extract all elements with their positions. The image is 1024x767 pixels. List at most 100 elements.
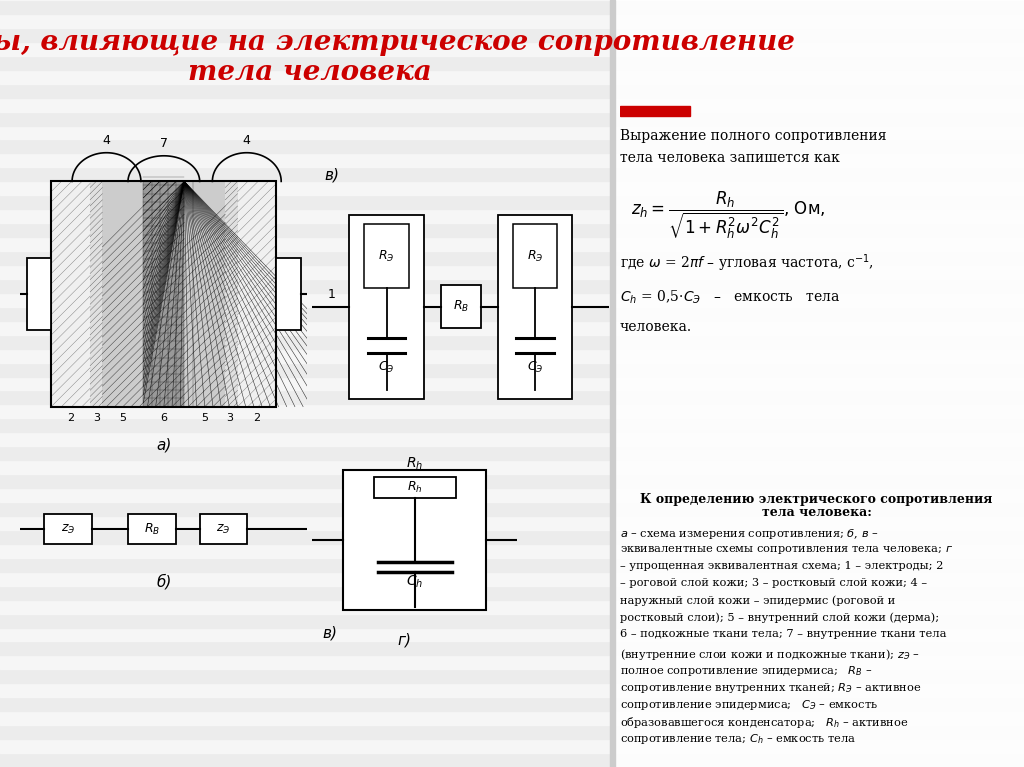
- Text: 5: 5: [120, 413, 126, 423]
- Text: – роговой слой кожи; 3 – ростковый слой кожи; 4 –: – роговой слой кожи; 3 – ростковый слой …: [620, 578, 927, 588]
- Text: эквивалентные схемы сопротивления тела человека; $г$: эквивалентные схемы сопротивления тела ч…: [620, 544, 952, 556]
- Text: К определению электрического сопротивления: К определению электрического сопротивлен…: [640, 492, 993, 505]
- Text: сопротивление тела; $C_h$ – емкость тела: сопротивление тела; $C_h$ – емкость тела: [620, 732, 856, 746]
- Bar: [513, 224, 557, 288]
- Bar: [27, 258, 51, 330]
- Bar: [0, 237, 1024, 251]
- Text: Выражение полного сопротивления: Выражение полного сопротивления: [620, 129, 886, 143]
- Text: $R_В$: $R_В$: [453, 299, 469, 314]
- Text: сопротивление эпидермиса;   $C_Э$ – емкость: сопротивление эпидермиса; $C_Э$ – емкост…: [620, 698, 878, 712]
- Bar: [0, 711, 1024, 725]
- Bar: [0, 307, 1024, 321]
- Text: $z_h = \dfrac{R_h}{\sqrt{1+R_h^2\omega^2C_h^2}}$, Ом,: $z_h = \dfrac{R_h}{\sqrt{1+R_h^2\omega^2…: [632, 189, 825, 241]
- Text: $R_Э$: $R_Э$: [526, 249, 544, 264]
- Bar: [0, 460, 1024, 474]
- Bar: [51, 181, 90, 407]
- Bar: [44, 515, 92, 545]
- Bar: [0, 418, 1024, 433]
- Text: $R_Э$: $R_Э$: [378, 249, 395, 264]
- Bar: [0, 14, 1024, 28]
- Bar: [610, 0, 615, 767]
- Text: человека.: человека.: [620, 320, 691, 334]
- Bar: [0, 140, 1024, 153]
- Bar: [0, 530, 1024, 544]
- Text: $R_h$: $R_h$: [407, 456, 423, 472]
- Bar: [0, 670, 1024, 683]
- Bar: [0, 433, 1024, 446]
- Text: 3: 3: [93, 413, 99, 423]
- Bar: [184, 181, 225, 407]
- Bar: [0, 390, 1024, 404]
- Bar: [0, 265, 1024, 279]
- Bar: [0, 739, 1024, 753]
- Bar: [0, 42, 1024, 56]
- Text: полное сопротивление эпидермиса;   $R_В$ –: полное сопротивление эпидермиса; $R_В$ –: [620, 663, 871, 678]
- Text: 2: 2: [254, 413, 260, 423]
- Bar: [0, 0, 1024, 14]
- Bar: [0, 558, 1024, 571]
- Bar: [0, 321, 1024, 334]
- Bar: [349, 215, 424, 399]
- Bar: [0, 251, 1024, 265]
- Text: $z_Э$: $z_Э$: [61, 522, 76, 536]
- Text: тела человека запишется как: тела человека запишется как: [620, 150, 840, 165]
- Text: $R_В$: $R_В$: [143, 522, 160, 537]
- Bar: [0, 502, 1024, 516]
- Bar: [0, 488, 1024, 502]
- Bar: [0, 28, 1024, 42]
- Bar: [0, 446, 1024, 460]
- Text: $C_Э$: $C_Э$: [526, 360, 544, 375]
- Bar: [0, 753, 1024, 767]
- Bar: [0, 614, 1024, 627]
- Bar: [0, 293, 1024, 307]
- Bar: [0, 167, 1024, 181]
- Text: $C_h$: $C_h$: [407, 574, 423, 590]
- Bar: [498, 215, 572, 399]
- Text: $z_Э$: $z_Э$: [216, 522, 230, 536]
- Text: 7: 7: [160, 137, 168, 150]
- Bar: [0, 377, 1024, 390]
- Text: в): в): [323, 626, 338, 640]
- Text: ростковый слои); 5 – внутренний слой кожи (дерма);: ростковый слои); 5 – внутренний слой кож…: [620, 612, 939, 623]
- Text: 2. Факторы, влияющие на электрическое сопротивление: 2. Факторы, влияющие на электрическое со…: [0, 28, 796, 55]
- Bar: [615, 0, 1024, 767]
- Text: а): а): [156, 437, 172, 453]
- Bar: [0, 627, 1024, 641]
- Bar: [0, 586, 1024, 600]
- Bar: [102, 181, 143, 407]
- Bar: [0, 97, 1024, 111]
- Bar: [276, 258, 301, 330]
- Text: 4: 4: [102, 133, 111, 146]
- Bar: [0, 111, 1024, 126]
- Text: образовавшегося конденсатора;   $R_h$ – активное: образовавшегося конденсатора; $R_h$ – ак…: [620, 715, 908, 730]
- Text: 6 – подкожные ткани тела; 7 – внутренние ткани тела: 6 – подкожные ткани тела; 7 – внутренние…: [620, 630, 946, 640]
- Text: $а$ – схема измерения сопротивления; $б$, $в$ –: $а$ – схема измерения сопротивления; $б$…: [620, 527, 879, 541]
- Bar: [0, 153, 1024, 167]
- Text: б): б): [156, 574, 172, 590]
- Text: 6: 6: [161, 413, 167, 423]
- Text: сопротивление внутренних тканей; $R_Э$ – активное: сопротивление внутренних тканей; $R_Э$ –…: [620, 681, 921, 695]
- Bar: [0, 56, 1024, 70]
- Text: $C_h$ = 0,5·$C_Э$   –   емкость   тела: $C_h$ = 0,5·$C_Э$ – емкость тела: [620, 288, 840, 306]
- Bar: [0, 697, 1024, 711]
- Text: – упрощенная эквивалентная схема; 1 – электроды; 2: – упрощенная эквивалентная схема; 1 – эл…: [620, 561, 943, 571]
- Bar: [225, 181, 238, 407]
- Bar: [90, 181, 102, 407]
- Bar: [0, 70, 1024, 84]
- Bar: [0, 683, 1024, 697]
- Bar: [0, 363, 1024, 377]
- Bar: [0, 349, 1024, 363]
- Bar: [0, 474, 1024, 488]
- Bar: [0, 404, 1024, 418]
- Text: 5: 5: [202, 413, 208, 423]
- Bar: [365, 224, 409, 288]
- Bar: [0, 571, 1024, 586]
- Bar: [374, 477, 456, 499]
- Bar: [0, 544, 1024, 558]
- Bar: [0, 600, 1024, 614]
- Bar: [0, 516, 1024, 530]
- Bar: [0, 279, 1024, 293]
- Bar: [200, 515, 248, 545]
- Bar: [51, 181, 276, 407]
- Bar: [620, 106, 690, 116]
